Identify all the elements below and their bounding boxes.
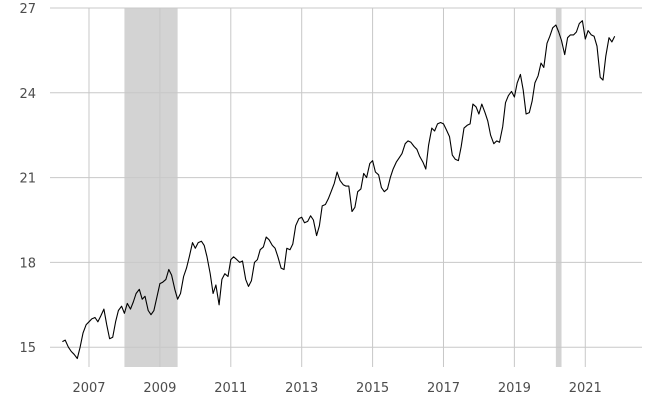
x-axis-ticks: 2007 2009 2011 2013 2015 2017 2019 2021 [72, 381, 601, 396]
series-layer [62, 20, 616, 360]
y-tick-label-21: 21 [19, 172, 36, 187]
grid-lines [50, 7, 642, 367]
shaded-period-2 [555, 8, 562, 367]
series-line-1 [62, 20, 616, 360]
shaded-periods [124, 8, 562, 367]
x-tick-label-2013: 2013 [285, 381, 318, 396]
y-tick-label-27: 27 [19, 2, 36, 17]
x-tick-label-2007: 2007 [72, 381, 105, 396]
x-tick-label-2015: 2015 [356, 381, 389, 396]
x-tick-label-2009: 2009 [143, 381, 176, 396]
x-tick-label-2017: 2017 [427, 381, 460, 396]
y-axis-ticks: 15 18 21 24 27 [19, 2, 36, 356]
y-tick-label-18: 18 [19, 256, 36, 271]
x-tick-label-2011: 2011 [214, 381, 247, 396]
shaded-period-1 [124, 8, 178, 367]
y-tick-label-24: 24 [19, 87, 36, 102]
y-tick-label-15: 15 [19, 341, 36, 356]
x-tick-label-2021: 2021 [569, 381, 602, 396]
x-tick-label-2019: 2019 [498, 381, 531, 396]
